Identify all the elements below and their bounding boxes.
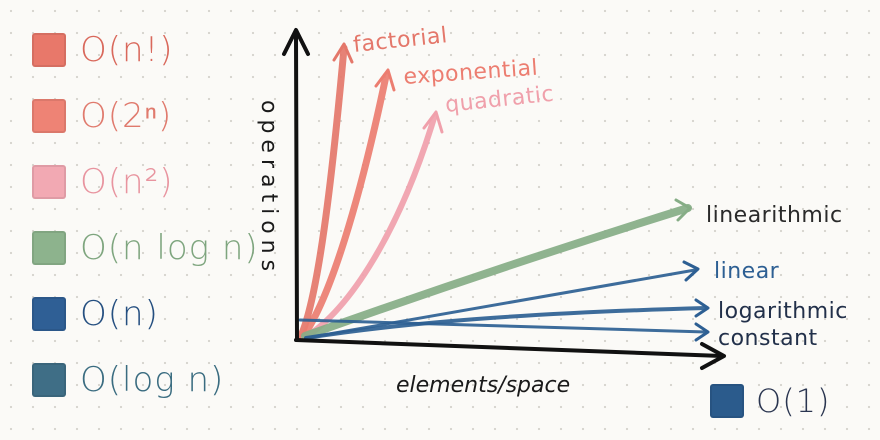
x-axis (294, 338, 724, 358)
legend-swatch-constant (710, 384, 744, 418)
y-axis (294, 34, 299, 342)
x-axis-arrowhead (700, 342, 726, 370)
logarithmic-curve (304, 306, 708, 340)
quadratic-label: quadratic (444, 82, 555, 118)
exponential-arrowhead (374, 68, 396, 92)
quadratic-arrowhead (422, 110, 444, 134)
x-axis-label: elements/space (396, 373, 570, 398)
quadratic-curve (301, 115, 437, 341)
linear-label: linear (714, 259, 780, 284)
legend-swatch-exponential (32, 99, 66, 133)
linearithmic-label: linearithmic (706, 203, 843, 228)
legend-label-linear: O(n) (80, 294, 159, 334)
logarithmic-arrowhead (694, 298, 710, 318)
legend-swatch-logarithmic (32, 363, 66, 397)
legend-item-factorial: O(n!) (32, 30, 173, 70)
linearithmic-arrowhead (674, 198, 692, 222)
legend-item-exponential: O(2ⁿ) (32, 96, 172, 136)
legend-item-constant: O(1) (710, 382, 831, 420)
legend-item-linearithmic: O(n log n) (32, 228, 259, 268)
legend-label-exponential: O(2ⁿ) (80, 96, 173, 136)
legend-item-quadratic: O(n²) (32, 162, 173, 202)
legend-label-linearithmic: O(n log n) (80, 228, 259, 268)
linear-arrowhead (682, 260, 700, 282)
constant-label: constant (718, 326, 818, 351)
legend-label-constant: O(1) (756, 382, 831, 420)
legend-label-logarithmic: O(log n) (80, 360, 225, 400)
legend-item-logarithmic: O(log n) (32, 360, 224, 400)
factorial-label: factorial (352, 23, 449, 58)
linearithmic-curve (301, 204, 692, 340)
legend-swatch-linearithmic (32, 231, 66, 265)
y-axis-arrowhead (282, 28, 310, 56)
legend-label-factorial: O(n!) (80, 30, 174, 70)
logarithmic-label: logarithmic (718, 299, 848, 324)
legend-swatch-linear (32, 297, 66, 331)
factorial-arrowhead (332, 42, 354, 64)
constant-arrowhead (694, 322, 710, 342)
legend-item-linear: O(n) (32, 294, 159, 334)
legend-label-quadratic: O(n²) (80, 162, 174, 202)
linear-curve (304, 268, 697, 340)
constant-curve (298, 318, 708, 334)
legend-swatch-quadratic (32, 165, 66, 199)
legend-swatch-factorial (32, 33, 66, 67)
y-axis-label: operations (256, 100, 281, 277)
